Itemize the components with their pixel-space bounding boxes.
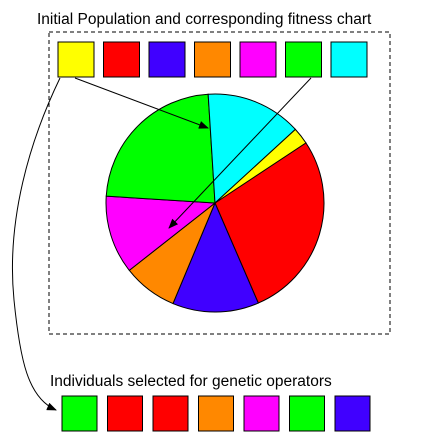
pie-slice [105, 195, 217, 272]
arrow-selection-curve [11, 77, 61, 411]
fitness-pie-chart [105, 93, 325, 313]
selected-individual [61, 395, 98, 432]
selected-individual [334, 395, 371, 432]
pie-slice [207, 93, 297, 205]
selected-individual [289, 395, 325, 432]
population-row [57, 41, 368, 78]
pie-slice [214, 142, 325, 304]
population-individual [285, 41, 322, 78]
arrow-yellow-to-slice [74, 77, 209, 129]
selected-individual [243, 395, 280, 432]
population-individual [148, 41, 186, 78]
population-individual [330, 41, 368, 78]
pie-slice [172, 201, 259, 313]
arrow-green-to-slice [168, 77, 312, 229]
pie-slice [214, 128, 307, 204]
diagram-title: Initial Population and corresponding fit… [37, 11, 372, 28]
pie-slice [105, 93, 216, 204]
selected-individual [198, 395, 234, 432]
population-frame [48, 31, 391, 335]
selected-individual [107, 395, 143, 432]
population-individual [239, 41, 277, 78]
population-individual [194, 41, 231, 78]
selected-individual [152, 395, 189, 432]
population-individual [57, 41, 95, 78]
selected-label: Individuals selected for genetic operato… [50, 373, 332, 390]
population-individual [103, 41, 140, 78]
selected-row [61, 395, 371, 432]
